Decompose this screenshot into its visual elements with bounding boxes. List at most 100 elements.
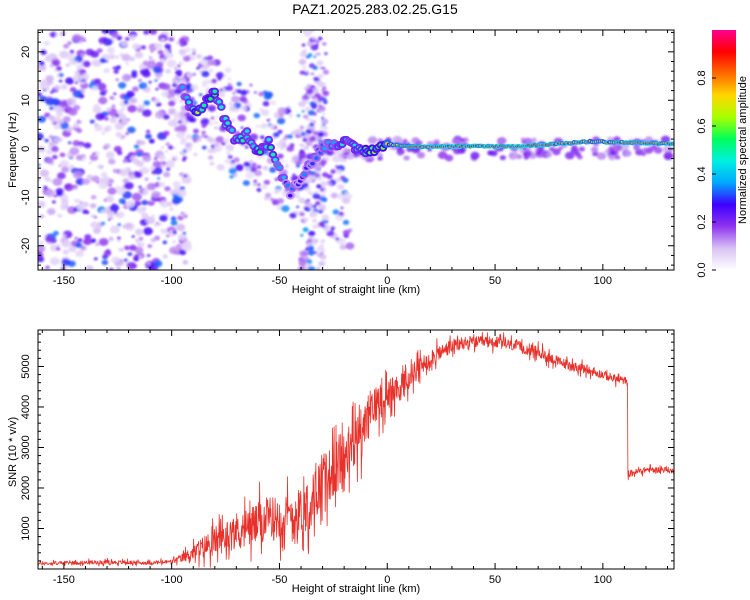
ridge-core bbox=[216, 100, 222, 104]
noise-cell bbox=[135, 228, 144, 236]
noise-cell bbox=[321, 214, 330, 221]
noise-cell bbox=[93, 151, 100, 157]
noise-cell bbox=[177, 233, 188, 241]
colorbar: 0.0 0.2 0.4 0.6 0.8 Normalized spectral ampl… bbox=[696, 30, 749, 278]
noise-cell bbox=[243, 161, 250, 167]
noise-cell bbox=[143, 100, 151, 106]
ridge-core bbox=[244, 129, 250, 134]
noise-cell bbox=[183, 55, 191, 62]
noise-cell bbox=[125, 223, 135, 231]
noise-cell bbox=[69, 49, 75, 54]
noise-cell bbox=[95, 242, 100, 247]
noise-cell bbox=[76, 119, 82, 124]
noise-cell bbox=[296, 114, 301, 117]
noise-cell bbox=[191, 84, 199, 91]
noise-cell bbox=[124, 245, 130, 251]
noise-cell bbox=[132, 158, 140, 165]
noise-cell bbox=[346, 153, 355, 160]
noise-cell bbox=[240, 89, 248, 96]
noise-cell bbox=[111, 104, 116, 108]
noise-cell bbox=[46, 157, 54, 165]
noise-cell bbox=[102, 175, 109, 181]
noise-cell bbox=[316, 176, 323, 181]
noise-cell bbox=[590, 146, 599, 153]
noise-cell bbox=[310, 171, 317, 176]
noise-cell bbox=[108, 236, 114, 241]
noise-cell bbox=[72, 170, 83, 179]
snr-ylabel: SNR (10 * v/v) bbox=[7, 417, 19, 487]
noise-cell bbox=[106, 151, 114, 158]
noise-cell bbox=[201, 134, 206, 138]
noise-cell bbox=[531, 137, 537, 142]
noise-cell bbox=[217, 77, 221, 81]
noise-cell bbox=[499, 155, 506, 161]
noise-cell bbox=[177, 120, 183, 124]
noise-cell bbox=[298, 197, 306, 204]
noise-cell bbox=[227, 77, 232, 81]
noise-cell bbox=[150, 237, 157, 243]
noise-cell bbox=[113, 92, 117, 96]
y-tick-label: 2000 bbox=[20, 476, 32, 500]
noise-cell bbox=[158, 34, 168, 42]
noise-cell bbox=[574, 151, 581, 157]
noise-cell bbox=[88, 161, 93, 165]
noise-cell bbox=[224, 158, 231, 164]
noise-cell bbox=[265, 192, 272, 198]
noise-cell bbox=[272, 132, 280, 138]
noise-cell bbox=[182, 231, 187, 235]
noise-cell bbox=[287, 134, 293, 139]
noise-cell bbox=[335, 177, 342, 183]
noise-cell bbox=[311, 95, 317, 100]
noise-cell bbox=[244, 166, 251, 172]
noise-cell bbox=[172, 146, 176, 150]
noise-cell bbox=[83, 142, 92, 149]
noise-cell bbox=[122, 178, 130, 184]
noise-cell bbox=[167, 145, 174, 150]
noise-cell bbox=[317, 36, 323, 41]
noise-cell bbox=[288, 113, 293, 118]
x-tick-label: -50 bbox=[272, 275, 288, 287]
noise-cell bbox=[106, 107, 112, 112]
noise-cell bbox=[146, 182, 157, 191]
noise-cell bbox=[261, 184, 268, 190]
noise-cell bbox=[148, 80, 152, 84]
noise-cell bbox=[199, 58, 208, 66]
noise-cell bbox=[251, 162, 257, 168]
colorbar-tick-label: 0.0 bbox=[696, 262, 708, 277]
noise-cell bbox=[57, 172, 66, 180]
noise-cell bbox=[168, 100, 176, 107]
noise-cell bbox=[90, 50, 99, 58]
noise-cell bbox=[340, 206, 344, 210]
noise-cell bbox=[304, 100, 310, 104]
noise-cell bbox=[161, 83, 171, 91]
noise-cell bbox=[262, 101, 270, 107]
noise-cell bbox=[123, 258, 128, 262]
noise-cell bbox=[113, 145, 122, 153]
noise-cell bbox=[68, 246, 77, 253]
noise-cell bbox=[274, 177, 279, 181]
noise-cell bbox=[109, 267, 114, 270]
ridge-core bbox=[219, 105, 224, 109]
noise-cell bbox=[397, 152, 403, 156]
noise-cell bbox=[162, 161, 167, 165]
noise-cell bbox=[141, 199, 149, 206]
noise-cell bbox=[635, 146, 641, 151]
ridge-core bbox=[184, 95, 190, 100]
noise-cell bbox=[48, 135, 54, 139]
noise-cell bbox=[545, 152, 553, 158]
noise-cell bbox=[231, 95, 240, 103]
noise-cell bbox=[225, 144, 235, 152]
noise-cell bbox=[170, 216, 177, 221]
noise-cell bbox=[284, 164, 289, 168]
noise-cell bbox=[179, 140, 186, 145]
noise-cell bbox=[337, 184, 345, 190]
noise-cell bbox=[336, 169, 343, 175]
noise-cell bbox=[318, 260, 327, 267]
noise-cell bbox=[523, 155, 530, 160]
noise-cell bbox=[59, 152, 66, 158]
noise-cell bbox=[164, 160, 175, 169]
noise-cell bbox=[74, 70, 80, 76]
noise-cell bbox=[56, 111, 63, 118]
noise-cell bbox=[165, 69, 171, 74]
